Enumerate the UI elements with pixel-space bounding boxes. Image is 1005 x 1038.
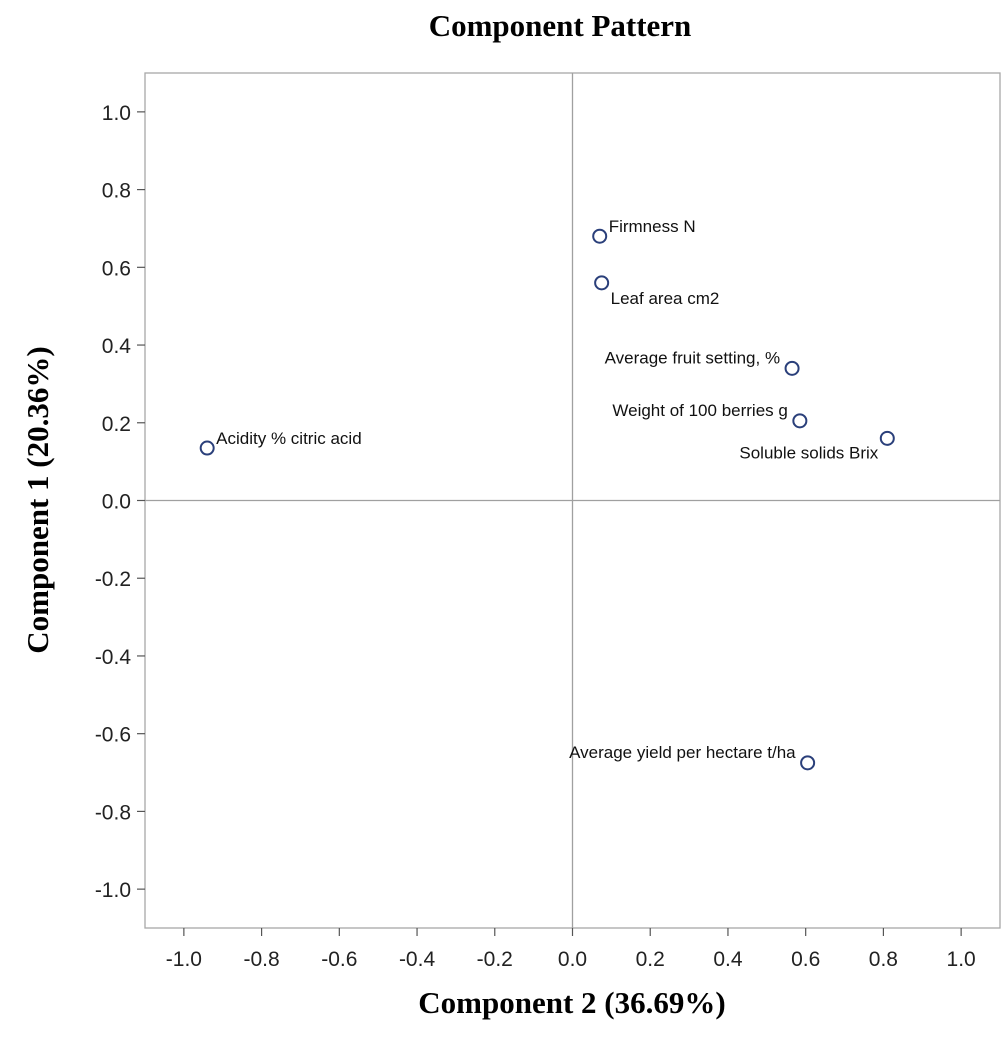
- x-tick-label: 0.8: [869, 948, 898, 971]
- x-tick-label: -0.4: [399, 948, 436, 971]
- data-point-marker: [784, 360, 800, 376]
- x-axis-title: Component 2 (36.69%): [418, 985, 725, 1020]
- x-tick-label: 1.0: [947, 948, 976, 971]
- y-tick-label: -1.0: [95, 879, 131, 902]
- data-point-marker: [592, 228, 608, 244]
- x-tick-label: -0.8: [243, 948, 279, 971]
- data-point-label: Weight of 100 berries g: [612, 401, 787, 420]
- y-axis: 1.0 0.8 0.6 0.4 0.2 0.0 -0.2 -0.4 -0.6 -0.8 -1.0: [95, 102, 145, 902]
- x-tick-label: 0.6: [791, 948, 820, 971]
- x-axis: -1.0 -0.8 -0.6 -0.4 -0.2 0.0 0.2 0.4 0.6 0.8 1.0: [166, 928, 976, 971]
- x-tick-label: 0.4: [713, 948, 743, 971]
- data-points: Firmness N Leaf area cm2 Average fruit set…: [199, 217, 895, 771]
- chart-title: Component Pattern: [429, 8, 692, 43]
- y-tick-label: 0.8: [102, 180, 131, 203]
- y-tick-label: -0.4: [95, 646, 132, 669]
- y-tick-label: -0.8: [95, 801, 131, 824]
- data-point-marker: [594, 275, 610, 291]
- y-tick-label: 0.4: [102, 335, 132, 358]
- x-tick-label: -0.2: [477, 948, 513, 971]
- reference-lines: [145, 73, 1000, 928]
- data-point-marker: [879, 430, 895, 446]
- y-tick-label: 0.0: [102, 491, 131, 514]
- y-tick-label: 1.0: [102, 102, 131, 125]
- data-point-marker: [792, 413, 808, 429]
- x-tick-label: -0.6: [321, 948, 357, 971]
- data-point-label: Acidity % citric acid: [216, 429, 361, 448]
- x-tick-label: 0.0: [558, 948, 587, 971]
- data-point-label: Average fruit setting, %: [605, 348, 780, 367]
- y-tick-label: 0.6: [102, 257, 131, 280]
- y-axis-title: Component 1 (20.36%): [20, 346, 55, 653]
- data-point-label: Average yield per hectare t/ha: [569, 743, 796, 762]
- y-tick-label: 0.2: [102, 413, 131, 436]
- data-point-label: Leaf area cm2: [611, 289, 720, 308]
- data-point-label: Soluble solids Brix: [739, 443, 878, 462]
- data-point-label: Firmness N: [609, 217, 696, 236]
- y-tick-label: -0.6: [95, 724, 131, 747]
- data-point-marker: [199, 440, 215, 456]
- x-tick-label: 0.2: [636, 948, 665, 971]
- x-tick-label: -1.0: [166, 948, 202, 971]
- y-tick-label: -0.2: [95, 568, 131, 591]
- data-point-marker: [800, 755, 816, 771]
